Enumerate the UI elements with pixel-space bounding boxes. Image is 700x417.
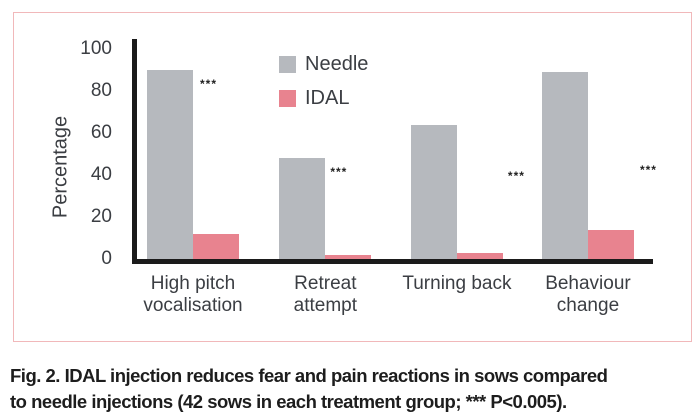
x-axis-line <box>132 259 653 264</box>
legend-swatch-needle <box>279 56 296 73</box>
significance-marker-0: *** <box>199 76 217 91</box>
category-label-3: Behaviour change <box>503 273 673 317</box>
bar-idal-1 <box>325 254 372 262</box>
category-label-line: Behaviour <box>545 273 631 294</box>
category-label-line: change <box>556 295 620 316</box>
legend-label-needle: Needle <box>305 53 369 75</box>
significance-marker-3: *** <box>639 162 657 177</box>
significance-marker-1: *** <box>330 164 348 179</box>
figure-caption: Fig. 2. IDAL injection reduces fear and … <box>10 363 700 415</box>
y-axis-line <box>132 39 137 264</box>
legend-label-idal: IDAL <box>305 87 350 109</box>
y-tick-label-80: 80 <box>90 80 112 101</box>
caption-line-2: to needle injections (42 sows in each tr… <box>10 391 567 412</box>
legend: Needle IDAL <box>279 53 368 110</box>
legend-item-idal: IDAL <box>279 87 368 110</box>
y-tick-label-40: 40 <box>90 164 112 185</box>
bar-idal-3 <box>587 229 634 262</box>
legend-swatch-idal <box>279 90 296 107</box>
y-tick-label-100: 100 <box>80 38 112 59</box>
bar-needle-1 <box>279 158 326 262</box>
y-tick-label-60: 60 <box>90 122 112 143</box>
category-label-line: vocalisation <box>143 295 243 316</box>
bar-idal-2 <box>456 252 503 262</box>
category-label-1: Retreat attempt <box>240 273 410 317</box>
significance-marker-2: *** <box>507 168 525 183</box>
bar-needle-0 <box>146 70 193 262</box>
category-label-line: Retreat <box>294 273 357 294</box>
y-tick-label-20: 20 <box>90 206 112 227</box>
figure-panel: Percentage 100 80 60 40 20 0 High pitch vocali… <box>13 12 692 342</box>
legend-item-needle: Needle <box>279 53 368 76</box>
category-label-line: attempt <box>293 295 358 316</box>
bar-needle-3 <box>541 72 588 262</box>
caption-line-1: Fig. 2. IDAL injection reduces fear and … <box>10 365 608 386</box>
y-tick-label-0: 0 <box>101 248 112 269</box>
bar-idal-0 <box>192 233 239 262</box>
category-label-line: High pitch <box>150 273 236 294</box>
category-label-line: Turning back <box>402 273 512 294</box>
category-label-2: Turning back <box>372 273 542 295</box>
category-label-0: High pitch vocalisation <box>108 273 278 317</box>
bar-needle-2 <box>410 124 457 262</box>
